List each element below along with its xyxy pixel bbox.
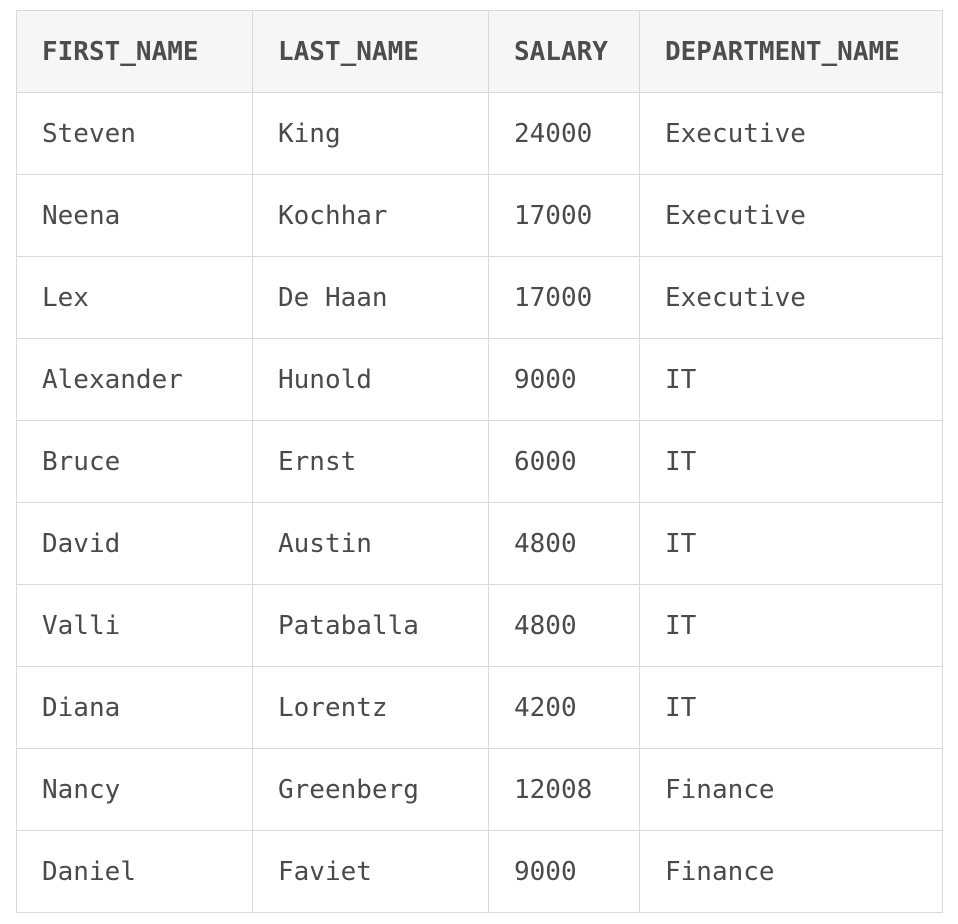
- cell-first-name: Daniel: [16, 830, 253, 913]
- cell-last-name: De Haan: [252, 256, 489, 339]
- column-header-department-name: DEPARTMENT_NAME: [639, 10, 943, 93]
- cell-last-name: Faviet: [252, 830, 489, 913]
- cell-department-name: IT: [639, 502, 943, 585]
- cell-department-name: IT: [639, 420, 943, 503]
- cell-last-name: Hunold: [252, 338, 489, 421]
- cell-first-name: Bruce: [16, 420, 253, 503]
- table-row: Bruce Ernst 6000 IT: [16, 420, 943, 503]
- table-row: Valli Pataballa 4800 IT: [16, 584, 943, 667]
- cell-salary: 17000: [488, 174, 640, 257]
- cell-salary: 4800: [488, 502, 640, 585]
- cell-last-name: King: [252, 92, 489, 175]
- column-header-first-name: FIRST_NAME: [16, 10, 253, 93]
- cell-salary: 12008: [488, 748, 640, 831]
- cell-department-name: Executive: [639, 256, 943, 339]
- table-row: Nancy Greenberg 12008 Finance: [16, 748, 943, 831]
- table-row: Neena Kochhar 17000 Executive: [16, 174, 943, 257]
- table-header: FIRST_NAME LAST_NAME SALARY DEPARTMENT_N…: [16, 10, 943, 93]
- cell-last-name: Kochhar: [252, 174, 489, 257]
- cell-first-name: Alexander: [16, 338, 253, 421]
- cell-department-name: IT: [639, 666, 943, 749]
- cell-department-name: Finance: [639, 748, 943, 831]
- cell-salary: 6000: [488, 420, 640, 503]
- column-header-salary: SALARY: [488, 10, 640, 93]
- cell-last-name: Ernst: [252, 420, 489, 503]
- cell-salary: 4800: [488, 584, 640, 667]
- cell-salary: 9000: [488, 830, 640, 913]
- cell-department-name: Executive: [639, 92, 943, 175]
- cell-last-name: Pataballa: [252, 584, 489, 667]
- table-row: Alexander Hunold 9000 IT: [16, 338, 943, 421]
- cell-salary: 17000: [488, 256, 640, 339]
- cell-first-name: Steven: [16, 92, 253, 175]
- cell-department-name: IT: [639, 338, 943, 421]
- cell-first-name: David: [16, 502, 253, 585]
- table-row: Lex De Haan 17000 Executive: [16, 256, 943, 339]
- cell-first-name: Diana: [16, 666, 253, 749]
- cell-department-name: Executive: [639, 174, 943, 257]
- cell-last-name: Greenberg: [252, 748, 489, 831]
- results-table: FIRST_NAME LAST_NAME SALARY DEPARTMENT_N…: [16, 10, 943, 913]
- column-header-last-name: LAST_NAME: [252, 10, 489, 93]
- cell-last-name: Lorentz: [252, 666, 489, 749]
- cell-salary: 4200: [488, 666, 640, 749]
- cell-first-name: Valli: [16, 584, 253, 667]
- cell-last-name: Austin: [252, 502, 489, 585]
- table-row: Daniel Faviet 9000 Finance: [16, 830, 943, 913]
- table-row: David Austin 4800 IT: [16, 502, 943, 585]
- header-row: FIRST_NAME LAST_NAME SALARY DEPARTMENT_N…: [16, 10, 943, 93]
- table-row: Diana Lorentz 4200 IT: [16, 666, 943, 749]
- cell-first-name: Nancy: [16, 748, 253, 831]
- table-row: Steven King 24000 Executive: [16, 92, 943, 175]
- cell-department-name: IT: [639, 584, 943, 667]
- cell-salary: 24000: [488, 92, 640, 175]
- cell-salary: 9000: [488, 338, 640, 421]
- results-table-container: FIRST_NAME LAST_NAME SALARY DEPARTMENT_N…: [16, 10, 943, 913]
- cell-department-name: Finance: [639, 830, 943, 913]
- table-body: Steven King 24000 Executive Neena Kochhar 1700…: [16, 92, 943, 913]
- cell-first-name: Lex: [16, 256, 253, 339]
- cell-first-name: Neena: [16, 174, 253, 257]
